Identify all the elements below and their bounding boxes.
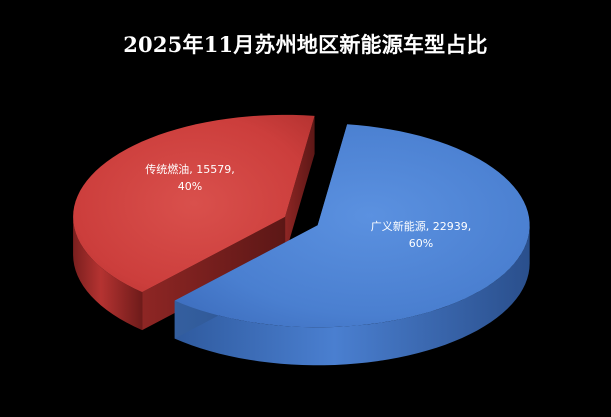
slice-new-energy xyxy=(174,124,530,366)
data-label-new-energy-line2: 60% xyxy=(409,237,433,250)
data-label-fuel-line2: 40% xyxy=(178,180,202,193)
chart-title: 2025年11月苏州地区新能源车型占比 xyxy=(123,32,488,57)
slice-fuel-side xyxy=(73,216,143,331)
slice-fuel-cut-face xyxy=(285,115,315,255)
data-label-new-energy-line1: 广义新能源, 22939, xyxy=(371,219,471,233)
data-label-fuel-line1: 传统燃油, 15579, xyxy=(145,162,234,176)
slice-new-energy-top xyxy=(174,124,530,328)
slice-new-energy-side xyxy=(174,225,530,366)
slice-fuel-top xyxy=(73,114,315,293)
